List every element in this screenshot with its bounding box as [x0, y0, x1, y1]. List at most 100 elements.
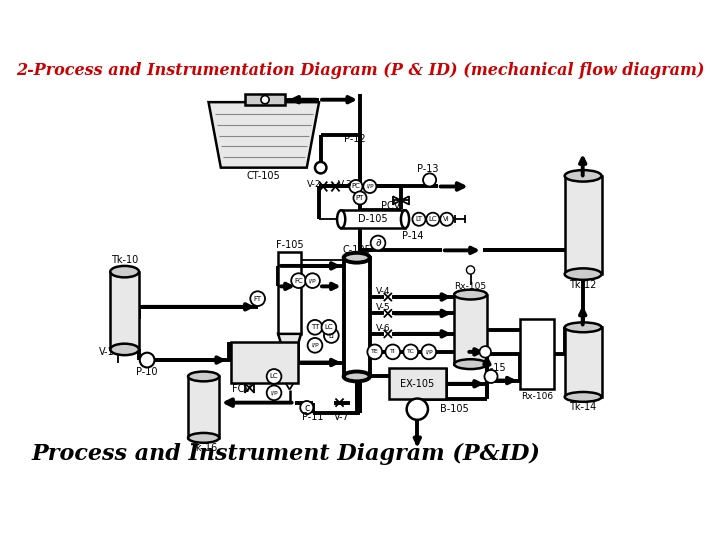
Text: B-105: B-105: [440, 404, 469, 414]
Text: F-105: F-105: [276, 240, 303, 251]
Bar: [246, 94, 284, 105]
Ellipse shape: [110, 266, 139, 278]
Circle shape: [324, 328, 338, 343]
Ellipse shape: [564, 322, 601, 332]
Ellipse shape: [564, 268, 601, 280]
Text: P-11: P-11: [302, 413, 323, 422]
Text: PT: PT: [356, 195, 364, 201]
Text: V-2: V-2: [307, 179, 321, 188]
Circle shape: [371, 235, 385, 251]
Text: LI: LI: [328, 333, 334, 339]
Text: P-15: P-15: [485, 363, 506, 373]
Ellipse shape: [343, 372, 370, 381]
Text: V-3: V-3: [338, 179, 353, 188]
Circle shape: [307, 320, 323, 335]
Circle shape: [385, 345, 400, 359]
Text: FC: FC: [294, 278, 303, 284]
Bar: [188, 376, 219, 438]
Bar: [520, 319, 554, 389]
Circle shape: [440, 213, 454, 226]
Ellipse shape: [454, 359, 487, 369]
Text: P-13: P-13: [417, 164, 438, 174]
Bar: [341, 210, 405, 228]
Text: P-14: P-14: [402, 231, 423, 241]
Bar: [278, 252, 301, 334]
Text: LT: LT: [415, 216, 423, 222]
Circle shape: [251, 291, 265, 306]
Text: D-105: D-105: [359, 214, 388, 224]
Circle shape: [305, 273, 320, 288]
Circle shape: [307, 338, 323, 353]
Text: Process and Instrument Diagram (P&ID): Process and Instrument Diagram (P&ID): [32, 443, 541, 465]
Circle shape: [367, 345, 382, 359]
Text: CT-105: CT-105: [246, 171, 280, 181]
Text: I/P: I/P: [311, 343, 319, 348]
Circle shape: [407, 399, 428, 420]
Text: I/P: I/P: [425, 349, 433, 354]
Text: PC: PC: [351, 184, 360, 190]
Circle shape: [403, 345, 418, 359]
Ellipse shape: [564, 392, 601, 402]
Text: I/P: I/P: [270, 390, 278, 395]
Text: LC: LC: [270, 374, 279, 380]
Circle shape: [423, 173, 436, 186]
Text: LC: LC: [325, 325, 333, 330]
Text: V-5: V-5: [377, 303, 391, 312]
Circle shape: [266, 369, 282, 384]
Text: Tk-14: Tk-14: [569, 402, 596, 411]
Ellipse shape: [188, 372, 219, 381]
Bar: [454, 294, 487, 364]
Text: EX-105: EX-105: [400, 379, 434, 389]
Circle shape: [480, 346, 491, 357]
Ellipse shape: [343, 253, 370, 262]
Text: Rx-105: Rx-105: [454, 282, 487, 291]
Ellipse shape: [454, 289, 487, 300]
Circle shape: [315, 162, 326, 173]
Ellipse shape: [110, 343, 139, 355]
Circle shape: [467, 266, 474, 274]
Text: V-7: V-7: [334, 413, 350, 422]
Text: I/P: I/P: [309, 278, 316, 283]
Circle shape: [261, 96, 269, 104]
Text: TE: TE: [371, 349, 379, 354]
Text: VI: VI: [444, 216, 450, 222]
Circle shape: [266, 386, 282, 400]
Bar: [343, 258, 370, 376]
Text: P-12: P-12: [343, 134, 365, 144]
Bar: [389, 368, 446, 400]
Text: Tk-12: Tk-12: [569, 280, 596, 290]
Text: FT: FT: [253, 296, 261, 302]
Text: C-105: C-105: [342, 245, 371, 254]
Text: Tk-16: Tk-16: [190, 443, 217, 453]
Circle shape: [421, 345, 436, 359]
Text: TI: TI: [390, 349, 395, 354]
Text: TT: TT: [311, 325, 319, 330]
Text: LC: LC: [428, 216, 437, 222]
Ellipse shape: [188, 433, 219, 443]
Text: Tk-10: Tk-10: [111, 255, 138, 265]
Text: V-4: V-4: [377, 287, 391, 296]
Circle shape: [426, 213, 439, 226]
Ellipse shape: [564, 170, 601, 181]
Circle shape: [140, 353, 155, 367]
Circle shape: [485, 370, 498, 383]
Circle shape: [413, 213, 426, 226]
Polygon shape: [278, 334, 301, 356]
Text: 2-Process and Instrumentation Diagram (P & ID) (mechanical flow diagram): 2-Process and Instrumentation Diagram (P…: [16, 62, 704, 79]
Text: V-6: V-6: [377, 323, 391, 333]
Text: V-1: V-1: [99, 347, 114, 357]
Circle shape: [291, 273, 306, 288]
Ellipse shape: [401, 210, 409, 228]
Text: Rx-106: Rx-106: [521, 393, 553, 401]
Bar: [564, 176, 601, 274]
Text: FCV: FCV: [232, 384, 251, 394]
Circle shape: [364, 180, 377, 193]
Circle shape: [354, 191, 366, 205]
Circle shape: [349, 180, 362, 193]
Bar: [230, 342, 298, 383]
Text: I/P: I/P: [366, 184, 374, 189]
Text: P-10: P-10: [136, 367, 158, 377]
Circle shape: [322, 320, 336, 335]
Ellipse shape: [337, 210, 346, 228]
Text: ∂: ∂: [375, 238, 381, 248]
